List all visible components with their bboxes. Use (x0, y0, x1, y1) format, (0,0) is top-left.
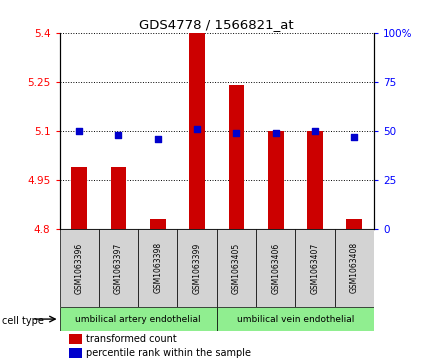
Bar (99, 229, 138, 307)
Bar (178, 229, 217, 307)
Text: GSM1063399: GSM1063399 (193, 242, 201, 294)
Text: umbilical vein endothelial: umbilical vein endothelial (237, 315, 354, 323)
Text: GSM1063397: GSM1063397 (114, 242, 123, 294)
Bar (229, 85, 244, 229)
Text: percentile rank within the sample: percentile rank within the sample (86, 348, 251, 358)
Text: GSM1063408: GSM1063408 (350, 242, 359, 293)
Bar (69, 334, 82, 344)
Text: cell type: cell type (2, 316, 44, 326)
Text: GSM1063405: GSM1063405 (232, 242, 241, 294)
Bar (217, 307, 374, 331)
Bar (335, 229, 374, 307)
Point (233, 130, 240, 135)
Point (76, 128, 82, 134)
Bar (295, 229, 335, 307)
Point (312, 128, 318, 134)
Text: transformed count: transformed count (86, 334, 177, 344)
Title: GDS4778 / 1566821_at: GDS4778 / 1566821_at (139, 19, 294, 32)
Bar (60, 229, 99, 307)
Bar (268, 131, 283, 229)
Text: GSM1063406: GSM1063406 (271, 242, 280, 294)
Point (154, 136, 161, 142)
Bar (256, 229, 295, 307)
Bar (150, 219, 166, 229)
Text: GSM1063396: GSM1063396 (75, 242, 84, 294)
Text: GSM1063398: GSM1063398 (153, 242, 162, 293)
Bar (110, 167, 126, 229)
Bar (69, 348, 82, 358)
Bar (217, 229, 256, 307)
Point (272, 130, 279, 135)
Bar (307, 131, 323, 229)
Bar (60, 307, 217, 331)
Bar (346, 219, 362, 229)
Bar (189, 33, 205, 229)
Point (351, 134, 358, 139)
Bar (138, 229, 178, 307)
Text: GSM1063407: GSM1063407 (311, 242, 320, 294)
Text: umbilical artery endothelial: umbilical artery endothelial (75, 315, 201, 323)
Point (115, 132, 122, 138)
Point (194, 126, 201, 132)
Bar (71, 167, 87, 229)
